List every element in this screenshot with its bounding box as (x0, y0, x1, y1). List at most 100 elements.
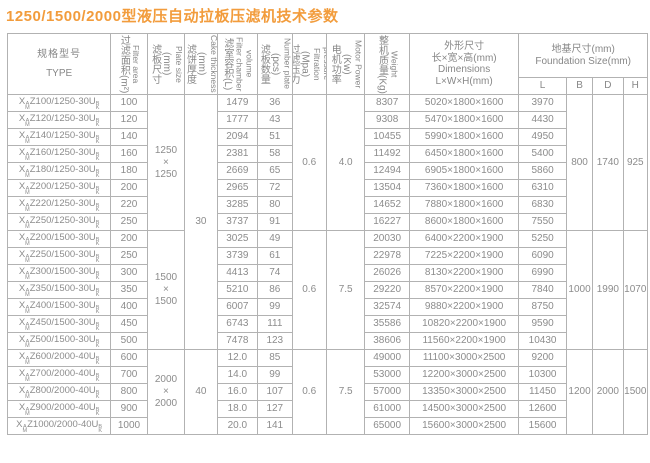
header-type-zh: 规格型号 (37, 48, 82, 60)
header-pressure-zh: 过滤压力(Mpa) (292, 44, 311, 84)
cell-plate-count: 51 (257, 128, 293, 146)
header-plate-size-zh: 滤板尺寸(mm) (149, 44, 173, 84)
header-plate-number: 滤板数量(pcs) Number plate (257, 33, 293, 95)
header-foundation-l: L (518, 77, 567, 95)
header-weight: 整机质量(Kg) Weight (364, 33, 410, 95)
cell-model: X A M Z250/1250-30U B K (6, 213, 112, 231)
cell-dimensions: 7880×1800×1600 (408, 196, 520, 214)
cell-filter-area: 140 (110, 128, 148, 146)
cell-foundation-l: 6830 (518, 196, 567, 214)
cell-weight: 29220 (364, 281, 410, 299)
cell-foundation-b: 800 (565, 94, 594, 231)
header-dimensions: 外形尺寸 长×宽×高(mm) Dimensions L×W×H(mm) (408, 33, 520, 95)
header-pressure-en: Filtration pressure (312, 47, 327, 81)
cell-weight: 35586 (364, 315, 410, 333)
cell-model: X A M Z700/2000-40U B K (6, 366, 112, 384)
cell-plate-count: 111 (257, 315, 293, 333)
header-foundation-h: H (622, 77, 649, 95)
cell-weight: 9308 (364, 111, 410, 129)
cell-filter-area: 200 (110, 230, 148, 248)
table-row: X A M Z160/1250-30U B K 160 2381 58 11492 6450×180… (6, 145, 648, 163)
cell-filter-area: 800 (110, 383, 148, 401)
header-type: 规格型号 TYPE (6, 33, 112, 95)
header-dimensions-zh: 外形尺寸 (444, 41, 485, 52)
cell-foundation-d: 1990 (592, 230, 624, 350)
header-filter-area-en: Filter area (131, 44, 142, 84)
header-foundation-zh: 地基尺寸(mm) (551, 44, 615, 55)
cell-filter-area: 250 (110, 247, 148, 265)
cell-pressure: 0.6 (291, 94, 327, 231)
header-plate-size: 滤板尺寸(mm) Plate size (146, 33, 186, 95)
cell-foundation-l: 7840 (518, 281, 567, 299)
table-row: X A M Z900/2000-40U B K 900 18.0 127 61000 14500×3… (6, 400, 648, 418)
cell-chamber-volume: 5210 (216, 281, 259, 299)
cell-plate-count: 127 (257, 400, 293, 418)
cell-dimensions: 5990×1800×1600 (408, 128, 520, 146)
cell-filter-area: 250 (110, 213, 148, 231)
cell-weight: 49000 (364, 349, 410, 367)
header-foundation-b: B (565, 77, 594, 95)
cell-dimensions: 6450×1800×1600 (408, 145, 520, 163)
table-row: X A M Z180/1250-30U B K 180 2669 65 12494 6905×180… (6, 162, 648, 180)
cell-dimensions: 10820×2200×1900 (408, 315, 520, 333)
cell-chamber-volume: 7478 (216, 332, 259, 350)
cell-chamber-volume: 6743 (216, 315, 259, 333)
cell-dimensions: 7225×2200×1900 (408, 247, 520, 265)
cell-foundation-l: 3970 (518, 94, 567, 112)
cell-foundation-l: 9200 (518, 349, 567, 367)
cell-weight: 57000 (364, 383, 410, 401)
cell-model: X A M Z160/1250-30U B K (6, 145, 112, 163)
cell-filter-area: 300 (110, 264, 148, 282)
cell-plate-count: 49 (257, 230, 293, 248)
cell-model: X A M Z250/1500-30U B K (6, 247, 112, 265)
cell-model: X A M Z120/1250-30U B K (6, 111, 112, 129)
cell-filter-area: 500 (110, 332, 148, 350)
cell-plate-count: 65 (257, 162, 293, 180)
cell-model: X A M Z220/1250-30U B K (6, 196, 112, 214)
cell-model: X A M Z300/1500-30U B K (6, 264, 112, 282)
cell-plate-count: 36 (257, 94, 293, 112)
cell-foundation-b: 1000 (565, 230, 594, 350)
cell-plate-count: 91 (257, 213, 293, 231)
cell-model: X A M Z400/1500-30U B K (6, 298, 112, 316)
header-weight-zh: 整机质量(Kg) (376, 34, 388, 94)
cell-filter-area: 600 (110, 349, 148, 367)
cell-chamber-volume: 3739 (216, 247, 259, 265)
cell-chamber-volume: 3285 (216, 196, 259, 214)
cell-filter-area: 400 (110, 298, 148, 316)
cell-chamber-volume: 1479 (216, 94, 259, 112)
header-plate-number-zh: 滤板数量(pcs) (258, 44, 281, 84)
cell-dimensions: 8130×2200×1900 (408, 264, 520, 282)
cell-foundation-l: 7550 (518, 213, 567, 231)
cell-model: X A M Z450/1500-30U B K (6, 315, 112, 333)
cell-foundation-l: 8750 (518, 298, 567, 316)
cell-plate-count: 58 (257, 145, 293, 163)
cell-model: X A M Z140/1250-30U B K (6, 128, 112, 146)
cell-dimensions: 8570×2200×1900 (408, 281, 520, 299)
page: 1250/1500/2000型液压自动拉板压滤机技术参数 规格型号 TYPE 过… (0, 5, 650, 435)
cell-weight: 65000 (364, 417, 410, 435)
cell-chamber-volume: 2669 (216, 162, 259, 180)
cell-chamber-volume: 12.0 (216, 349, 259, 367)
cell-weight: 14652 (364, 196, 410, 214)
cell-filter-area: 450 (110, 315, 148, 333)
cell-pressure: 0.6 (291, 349, 327, 435)
cell-filter-area: 900 (110, 400, 148, 418)
